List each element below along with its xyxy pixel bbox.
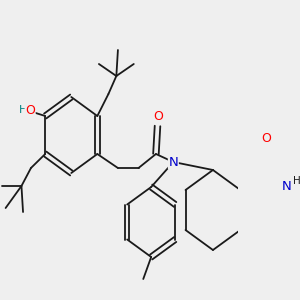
Text: O: O xyxy=(25,104,35,118)
Text: N: N xyxy=(169,155,178,169)
Text: H: H xyxy=(293,176,300,186)
Text: O: O xyxy=(262,131,272,145)
Text: O: O xyxy=(153,110,163,122)
Text: H: H xyxy=(19,105,27,115)
Text: N: N xyxy=(281,179,291,193)
